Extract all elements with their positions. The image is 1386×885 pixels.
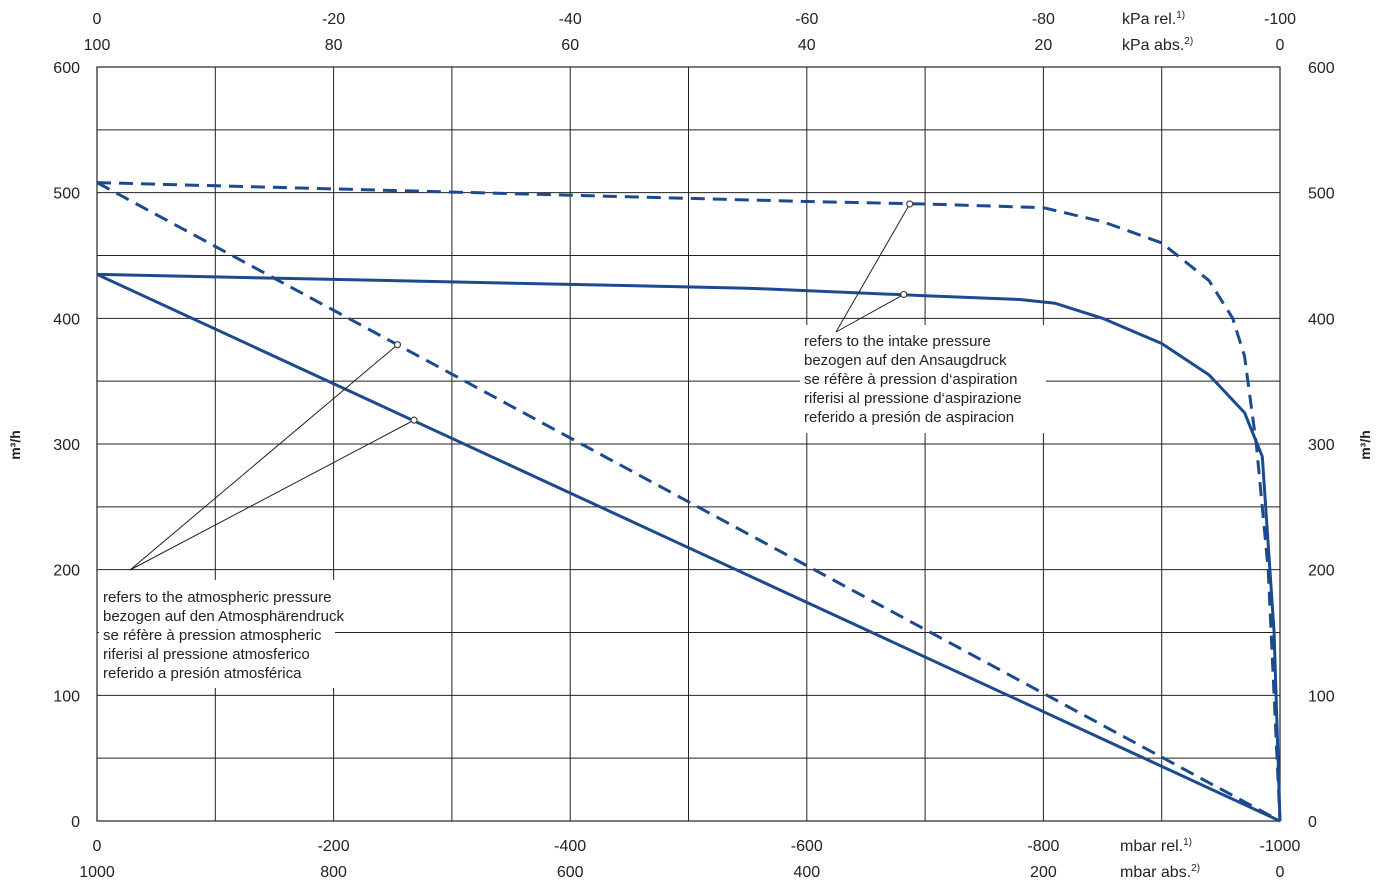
y-tick-label-right: 100: [1308, 688, 1335, 705]
x-tick-label-top-abs: 60: [561, 37, 579, 54]
y-tick-label-right: 600: [1308, 60, 1335, 77]
x-tick-label-bottom-abs: 800: [320, 864, 347, 881]
x-tick-label-bottom-abs: 600: [557, 864, 584, 881]
annotations-layer: refers to the intake pressure bezogen auf…: [99, 200, 1046, 688]
y-tick-label-left: 300: [53, 437, 80, 454]
x-tick-label-bottom-rel: -400: [554, 838, 586, 855]
y-tick-label-right: 300: [1308, 437, 1335, 454]
y-axis-label-left: m³/h: [7, 430, 23, 460]
y-tick-label-left: 200: [53, 563, 80, 580]
x-tick-label-top-rel: -80: [1032, 11, 1055, 28]
x-tick-label-bottom-abs: 0: [1276, 864, 1285, 881]
tick-labels: 010000100-200800-2080-400600-4060-600400…: [53, 11, 1335, 881]
y-axis-label-right: m³/h: [1357, 430, 1373, 460]
y-tick-label-right: 200: [1308, 563, 1335, 580]
annotation-text-line: bezogen auf den Ansaugdruck: [804, 352, 1007, 369]
x-tick-label-bottom-rel: -1000: [1260, 838, 1301, 855]
grid: [96, 66, 1281, 822]
y-tick-label-left: 500: [53, 186, 80, 203]
annotation-text-line: referido a presión atmosférica: [103, 665, 302, 682]
annotation-pointer-dot: [410, 416, 418, 424]
kpa-rel-unit-label: kPa rel.1): [1122, 10, 1185, 28]
annotation-text-line: se réfère à pression d‘aspiration: [804, 371, 1017, 388]
annotation-text-line: bezogen auf den Atmosphärendruck: [103, 608, 345, 625]
annotation-pointer-line: [129, 419, 415, 571]
series-line-1-dashed: [96, 181, 1282, 822]
x-tick-label-bottom-rel: -200: [318, 838, 350, 855]
x-tick-label-top-abs: 20: [1035, 37, 1053, 54]
y-tick-label-right: 400: [1308, 311, 1335, 328]
annotation-pointer-line: [835, 203, 911, 333]
annotation-pointer-line: [129, 344, 398, 571]
plot-frame: [96, 66, 1281, 822]
annotation-box: [800, 325, 1046, 433]
x-tick-label-bottom-abs: 1000: [79, 864, 115, 881]
x-tick-label-bottom-abs: 200: [1030, 864, 1057, 881]
x-tick-label-top-abs: 40: [798, 37, 816, 54]
x-tick-label-bottom-abs: 400: [793, 864, 820, 881]
x-tick-label-bottom-rel: -800: [1027, 838, 1059, 855]
annotation-pointer-line: [835, 294, 905, 333]
x-tick-label-top-rel: -60: [795, 11, 818, 28]
annotation-box: [99, 580, 335, 688]
x-tick-label-bottom-rel: -600: [791, 838, 823, 855]
y-tick-label-left: 0: [71, 814, 80, 831]
x-tick-label-top-rel: -40: [559, 11, 582, 28]
mbar-rel-unit-label: mbar rel.1): [1120, 837, 1192, 855]
annotation-text-line: se réfère à pression atmospheric: [103, 627, 322, 644]
x-tick-label-top-abs: 0: [1276, 37, 1285, 54]
y-tick-label-right: 500: [1308, 186, 1335, 203]
y-tick-label-left: 100: [53, 688, 80, 705]
annotation-pointer-dot: [900, 290, 908, 299]
y-tick-label-left: 600: [53, 60, 80, 77]
y-tick-label-right: 0: [1308, 814, 1317, 831]
mbar-abs-unit-label: mbar abs.2): [1120, 863, 1200, 881]
series-layer: [96, 181, 1282, 823]
annotation-pointer-dot: [393, 341, 402, 349]
annotation-text-line: riferisi al pressione atmosferico: [103, 646, 310, 663]
kpa-abs-unit-label: kPa abs.2): [1122, 36, 1193, 54]
x-tick-label-top-rel: 0: [93, 11, 102, 28]
annotation-pointer-dot: [906, 200, 914, 208]
y-tick-label-left: 400: [53, 311, 80, 328]
annotation-text-line: riferisi al pressione d‘aspirazione: [804, 390, 1022, 407]
annotation-text-line: refers to the atmospheric pressure: [103, 589, 331, 606]
x-tick-label-top-abs: 100: [84, 37, 111, 54]
series-line-2-solid: [96, 272, 1282, 822]
x-tick-label-top-abs: 80: [325, 37, 343, 54]
x-tick-label-top-rel: -100: [1264, 11, 1296, 28]
annotation-text-line: refers to the intake pressure: [804, 333, 991, 350]
series-line-3-dashed: [96, 181, 1281, 823]
x-tick-label-bottom-rel: 0: [93, 838, 102, 855]
annotation-text-line: referido a presión de aspiracion: [804, 409, 1014, 426]
series-line-4-solid: [96, 273, 1281, 823]
x-tick-label-top-rel: -20: [322, 11, 345, 28]
